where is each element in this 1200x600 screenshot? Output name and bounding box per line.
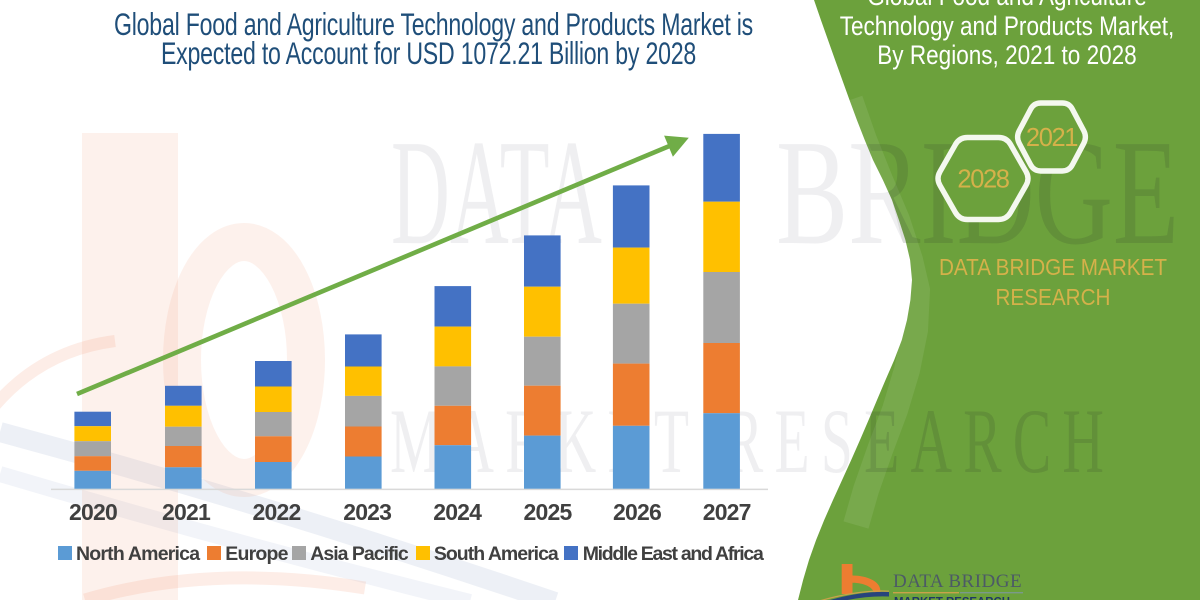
svg-text:2021: 2021: [1026, 124, 1077, 152]
svg-text:DATA BRIDGE: DATA BRIDGE: [893, 571, 1022, 592]
svg-text:2028: 2028: [957, 166, 1009, 194]
svg-text:MARKET RESEARCH: MARKET RESEARCH: [894, 595, 1010, 600]
